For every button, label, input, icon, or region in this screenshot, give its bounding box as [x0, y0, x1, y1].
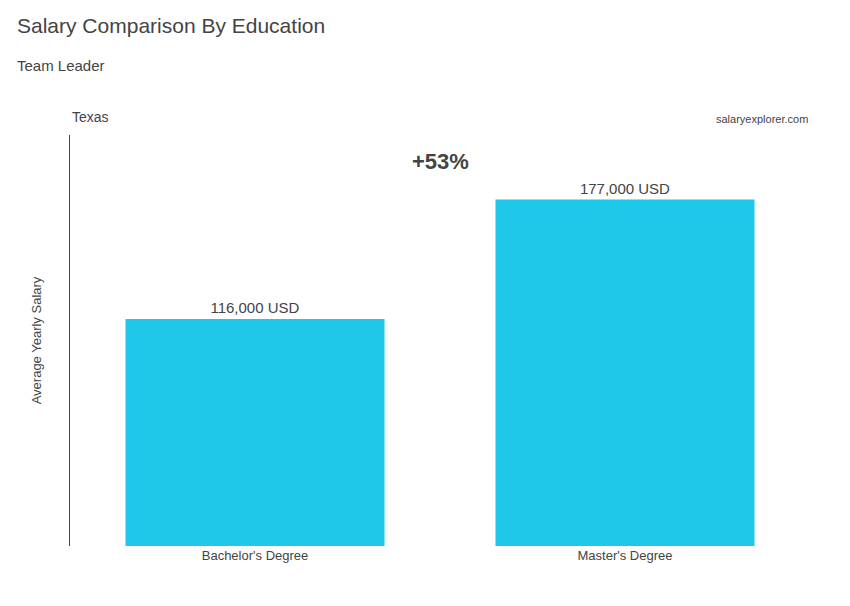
- svg-text:+53%: +53%: [412, 149, 469, 174]
- svg-text:Average Yearly Salary: Average Yearly Salary: [29, 276, 44, 404]
- svg-text:Master's Degree: Master's Degree: [578, 548, 673, 563]
- svg-text:Texas: Texas: [72, 109, 109, 125]
- svg-text:116,000 USD: 116,000 USD: [210, 299, 299, 316]
- svg-text:salaryexplorer.com: salaryexplorer.com: [716, 113, 808, 125]
- svg-text:Bachelor's Degree: Bachelor's Degree: [202, 548, 309, 563]
- svg-text:Team Leader: Team Leader: [17, 57, 105, 74]
- svg-text:177,000 USD: 177,000 USD: [580, 180, 670, 197]
- svg-text:Salary Comparison By Education: Salary Comparison By Education: [17, 14, 325, 37]
